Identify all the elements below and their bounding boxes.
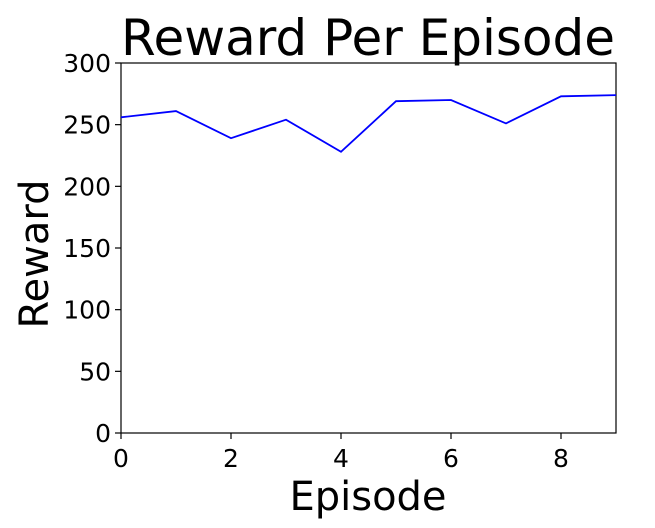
plot-area: 0 50 100 150 200 250 300 0 2 4 6 8	[63, 49, 617, 473]
x-tick-label: 0	[113, 444, 129, 473]
series-layer	[120, 94, 617, 153]
y-tick-label: 100	[63, 296, 111, 325]
chart-title: Reward Per Episode	[121, 9, 615, 67]
y-tick-label: 150	[63, 234, 111, 263]
y-tick-label: 50	[79, 357, 111, 386]
y-tick-label: 200	[63, 172, 111, 201]
y-tick-label: 250	[63, 111, 111, 140]
x-tick-label: 8	[553, 444, 569, 473]
y-tick-label: 0	[95, 419, 111, 448]
y-tick-label: 300	[63, 49, 111, 78]
x-tick-label: 4	[333, 444, 349, 473]
series-line	[120, 94, 617, 153]
y-axis-ticks: 0 50 100 150 200 250 300	[63, 49, 121, 448]
x-axis-label: Episode	[289, 474, 446, 520]
x-axis-ticks: 0 2 4 6 8	[113, 433, 569, 473]
x-tick-label: 2	[223, 444, 239, 473]
plot-frame	[120, 62, 617, 434]
x-tick-label: 6	[443, 444, 459, 473]
y-axis-label: Reward	[12, 180, 58, 329]
